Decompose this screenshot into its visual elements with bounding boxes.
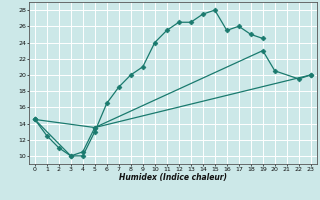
X-axis label: Humidex (Indice chaleur): Humidex (Indice chaleur) [119,173,227,182]
